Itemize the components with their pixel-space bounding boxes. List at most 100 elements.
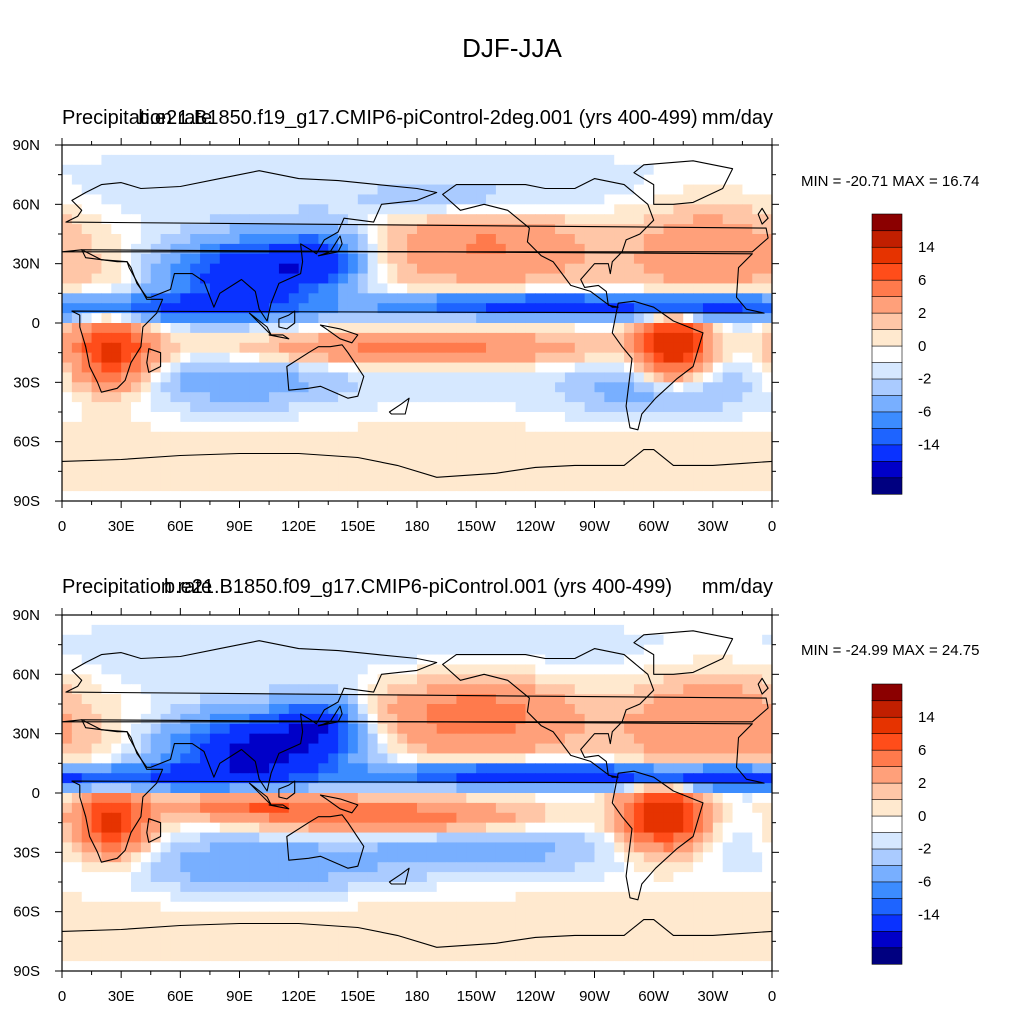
precip-cell — [594, 352, 605, 364]
precip-cell — [190, 615, 201, 626]
precip-cell — [555, 263, 566, 275]
precip-cell — [564, 184, 576, 196]
precip-cell — [456, 293, 467, 304]
precip-cell — [249, 402, 260, 413]
precip-cell — [545, 743, 556, 755]
precip-cell — [555, 664, 566, 675]
precip-cell — [249, 204, 260, 215]
precip-cell — [505, 743, 517, 755]
precip-cell — [298, 154, 310, 166]
precip-cell — [318, 164, 329, 176]
precip-cell — [278, 694, 290, 705]
precip-cell — [604, 832, 615, 844]
precip-cell — [219, 461, 231, 472]
precip-cell — [752, 634, 763, 646]
precip-cell — [446, 323, 458, 334]
precip-cell — [367, 293, 379, 304]
precip-cell — [62, 723, 73, 735]
precip-cell — [71, 654, 83, 666]
precip-cell — [150, 911, 162, 923]
precip-cell — [131, 862, 142, 873]
precip-cell — [200, 743, 211, 755]
precip-cell — [62, 674, 73, 685]
precip-cell — [101, 174, 112, 186]
colorbar-label: 0 — [918, 338, 926, 355]
precip-cell — [239, 664, 250, 675]
precip-cell — [446, 184, 458, 196]
precip-cell — [180, 234, 191, 245]
precip-cell — [71, 793, 83, 804]
precip-cell — [298, 704, 310, 715]
precip-cell — [71, 174, 83, 186]
precip-cell — [426, 713, 438, 725]
precip-cell — [762, 145, 773, 156]
precip-cell — [249, 451, 260, 463]
precip-cell — [426, 822, 438, 834]
precip-cell — [318, 654, 329, 666]
precip-cell — [407, 694, 418, 705]
precip-cell — [219, 615, 231, 626]
precip-cell — [555, 481, 566, 492]
precip-cell — [318, 194, 329, 205]
precip-cell — [702, 273, 714, 285]
precip-cell — [131, 372, 142, 383]
precip-cell — [732, 362, 744, 374]
precip-cell — [495, 224, 507, 235]
precip-cell — [278, 822, 290, 834]
precip-cell — [643, 654, 655, 666]
precip-cell — [150, 723, 162, 735]
precip-cell — [288, 431, 300, 443]
precip-cell — [456, 224, 467, 235]
precip-cell — [101, 832, 112, 844]
coastline — [317, 235, 343, 257]
precip-cell — [71, 842, 83, 853]
precip-cell — [249, 372, 260, 383]
precip-cell — [328, 263, 339, 275]
precip-cell — [140, 243, 152, 255]
precip-cell — [209, 382, 221, 393]
precip-cell — [584, 402, 596, 413]
precip-cell — [417, 793, 428, 804]
precip-cell — [604, 763, 615, 774]
precip-cell — [564, 303, 576, 314]
precip-cell — [140, 234, 152, 245]
precip-cell — [643, 832, 655, 844]
precip-cell — [81, 194, 93, 205]
precip-cell — [219, 713, 231, 725]
precip-cell — [278, 253, 290, 265]
precip-cell — [121, 481, 132, 492]
precip-cell — [288, 723, 300, 735]
precip-cell — [417, 723, 428, 735]
precip-cell — [436, 224, 448, 235]
precip-cell — [357, 154, 369, 166]
precip-cell — [209, 753, 221, 764]
precip-cell — [397, 644, 408, 656]
precip-cell — [574, 412, 586, 423]
precip-cell — [200, 911, 211, 923]
precip-cell — [525, 174, 536, 186]
precip-cell — [367, 382, 379, 393]
precip-cell — [426, 872, 438, 883]
precip-cell — [574, 145, 586, 156]
precip-cell — [278, 704, 290, 715]
precip-cell — [288, 313, 300, 324]
precip-cell — [160, 654, 172, 666]
precip-cell — [288, 234, 300, 245]
precip-cell — [308, 362, 319, 374]
precip-cell — [407, 154, 418, 166]
coastline — [278, 310, 296, 330]
precip-cell — [732, 713, 744, 725]
precip-cell — [180, 743, 191, 755]
precip-cell — [111, 204, 122, 215]
precip-cell — [318, 694, 329, 705]
precip-cell — [259, 674, 270, 685]
precip-cell — [426, 283, 438, 294]
precip-cell — [673, 634, 684, 646]
precip-cell — [545, 154, 556, 166]
precip-cell — [91, 392, 103, 403]
precip-cell — [574, 184, 586, 196]
precip-cell — [525, 392, 536, 403]
precip-cell — [328, 154, 339, 166]
precip-cell — [555, 392, 566, 403]
precip-cell — [643, 362, 655, 374]
